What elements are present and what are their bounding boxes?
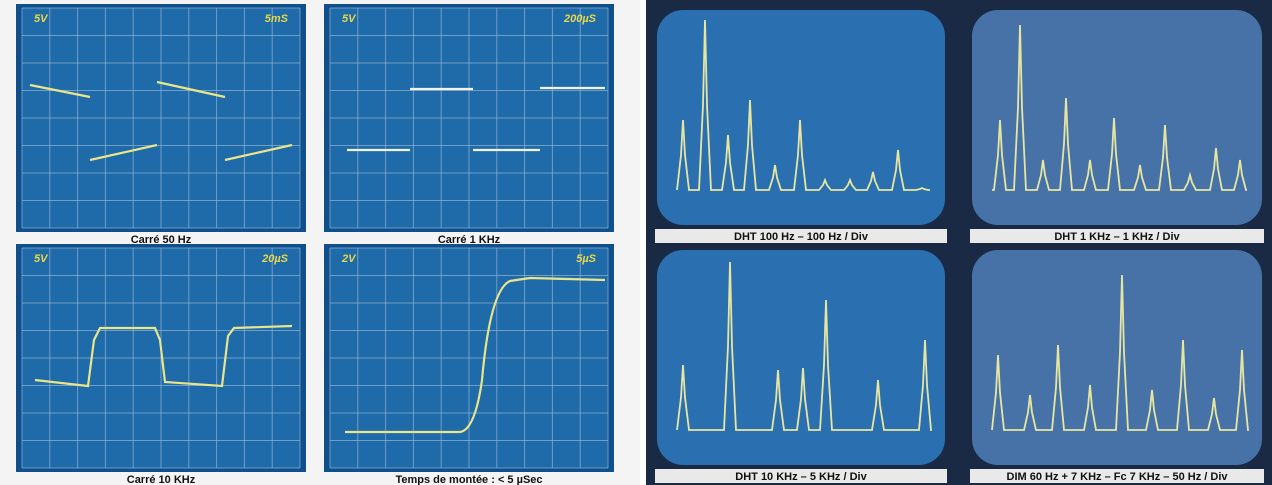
caption-strip xyxy=(655,229,947,243)
trace xyxy=(345,276,606,434)
trace xyxy=(34,324,293,388)
spectrum-trace xyxy=(991,274,1249,431)
caption-strip xyxy=(970,229,1264,243)
spectrum-trace xyxy=(676,19,930,191)
caption: Carré 10 KHz xyxy=(127,474,196,485)
spectrum-screen xyxy=(972,10,1262,225)
spectrum-trace xyxy=(676,261,932,431)
time-label: 5mS xyxy=(265,13,289,25)
caption: Temps de montée : < 5 µSec xyxy=(395,474,542,485)
spectrum-screen xyxy=(657,10,945,225)
trace xyxy=(156,80,226,99)
volts-label: 5V xyxy=(34,13,49,25)
volts-label: 5V xyxy=(342,13,357,25)
caption: DIM 60 Hz + 7 KHz – Fc 7 KHz – 50 Hz / D… xyxy=(1007,471,1229,483)
scope-group: 5V 5mS Carré 50 Hz 5V 200µS Carré 1 KHz 5V 20µS… xyxy=(16,4,614,485)
caption: DHT 10 KHz – 5 KHz / Div xyxy=(735,471,867,483)
trace xyxy=(224,143,293,162)
spectrum-screen xyxy=(972,250,1262,465)
caption-strip xyxy=(655,469,947,483)
caption: Carré 1 KHz xyxy=(438,234,501,246)
caption-strip xyxy=(970,469,1264,483)
caption: DHT 100 Hz – 100 Hz / Div xyxy=(734,231,869,243)
volts-label: 5V xyxy=(34,253,49,265)
caption: Carré 50 Hz xyxy=(131,234,192,246)
time-label: 5µS xyxy=(576,253,596,265)
time-label: 200µS xyxy=(563,13,597,25)
volts-label: 2V xyxy=(341,253,357,265)
spectrum-group: DHT 100 Hz – 100 Hz / Div DHT 1 KHz – 1 K… xyxy=(655,10,1264,483)
spectrum-trace xyxy=(992,24,1247,191)
trace xyxy=(29,83,91,99)
time-label: 20µS xyxy=(261,253,289,265)
spectrum-screen xyxy=(657,250,945,465)
trace xyxy=(89,143,158,162)
caption: DHT 1 KHz – 1 KHz / Div xyxy=(1054,231,1180,243)
